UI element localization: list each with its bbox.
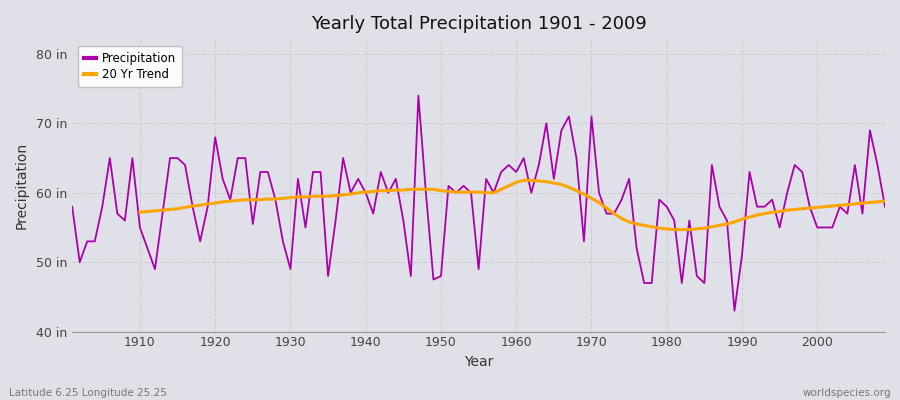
20 Yr Trend (834, 203, 845, 208)
Y-axis label: Precipitation: Precipitation (15, 142, 29, 230)
Precipitation (518, 156, 529, 160)
Precipitation (608, 211, 619, 216)
20 Yr Trend (526, 178, 536, 183)
Precipitation (413, 93, 424, 98)
20 Yr Trend (308, 194, 319, 199)
Text: Latitude 6.25 Longitude 25.25: Latitude 6.25 Longitude 25.25 (9, 388, 166, 398)
Precipitation (127, 156, 138, 160)
Text: worldspecies.org: worldspecies.org (803, 388, 891, 398)
20 Yr Trend (879, 199, 890, 204)
20 Yr Trend (518, 178, 529, 183)
20 Yr Trend (857, 201, 868, 206)
Line: 20 Yr Trend: 20 Yr Trend (140, 180, 885, 230)
20 Yr Trend (669, 227, 680, 232)
Precipitation (879, 204, 890, 209)
Precipitation (338, 156, 348, 160)
Precipitation (292, 176, 303, 181)
X-axis label: Year: Year (464, 355, 493, 369)
Legend: Precipitation, 20 Yr Trend: Precipitation, 20 Yr Trend (78, 46, 182, 87)
20 Yr Trend (277, 196, 288, 201)
Line: Precipitation: Precipitation (72, 96, 885, 311)
20 Yr Trend (134, 210, 145, 215)
Precipitation (67, 204, 77, 209)
Precipitation (511, 170, 522, 174)
Precipitation (729, 308, 740, 313)
20 Yr Trend (586, 196, 597, 201)
Title: Yearly Total Precipitation 1901 - 2009: Yearly Total Precipitation 1901 - 2009 (310, 15, 646, 33)
